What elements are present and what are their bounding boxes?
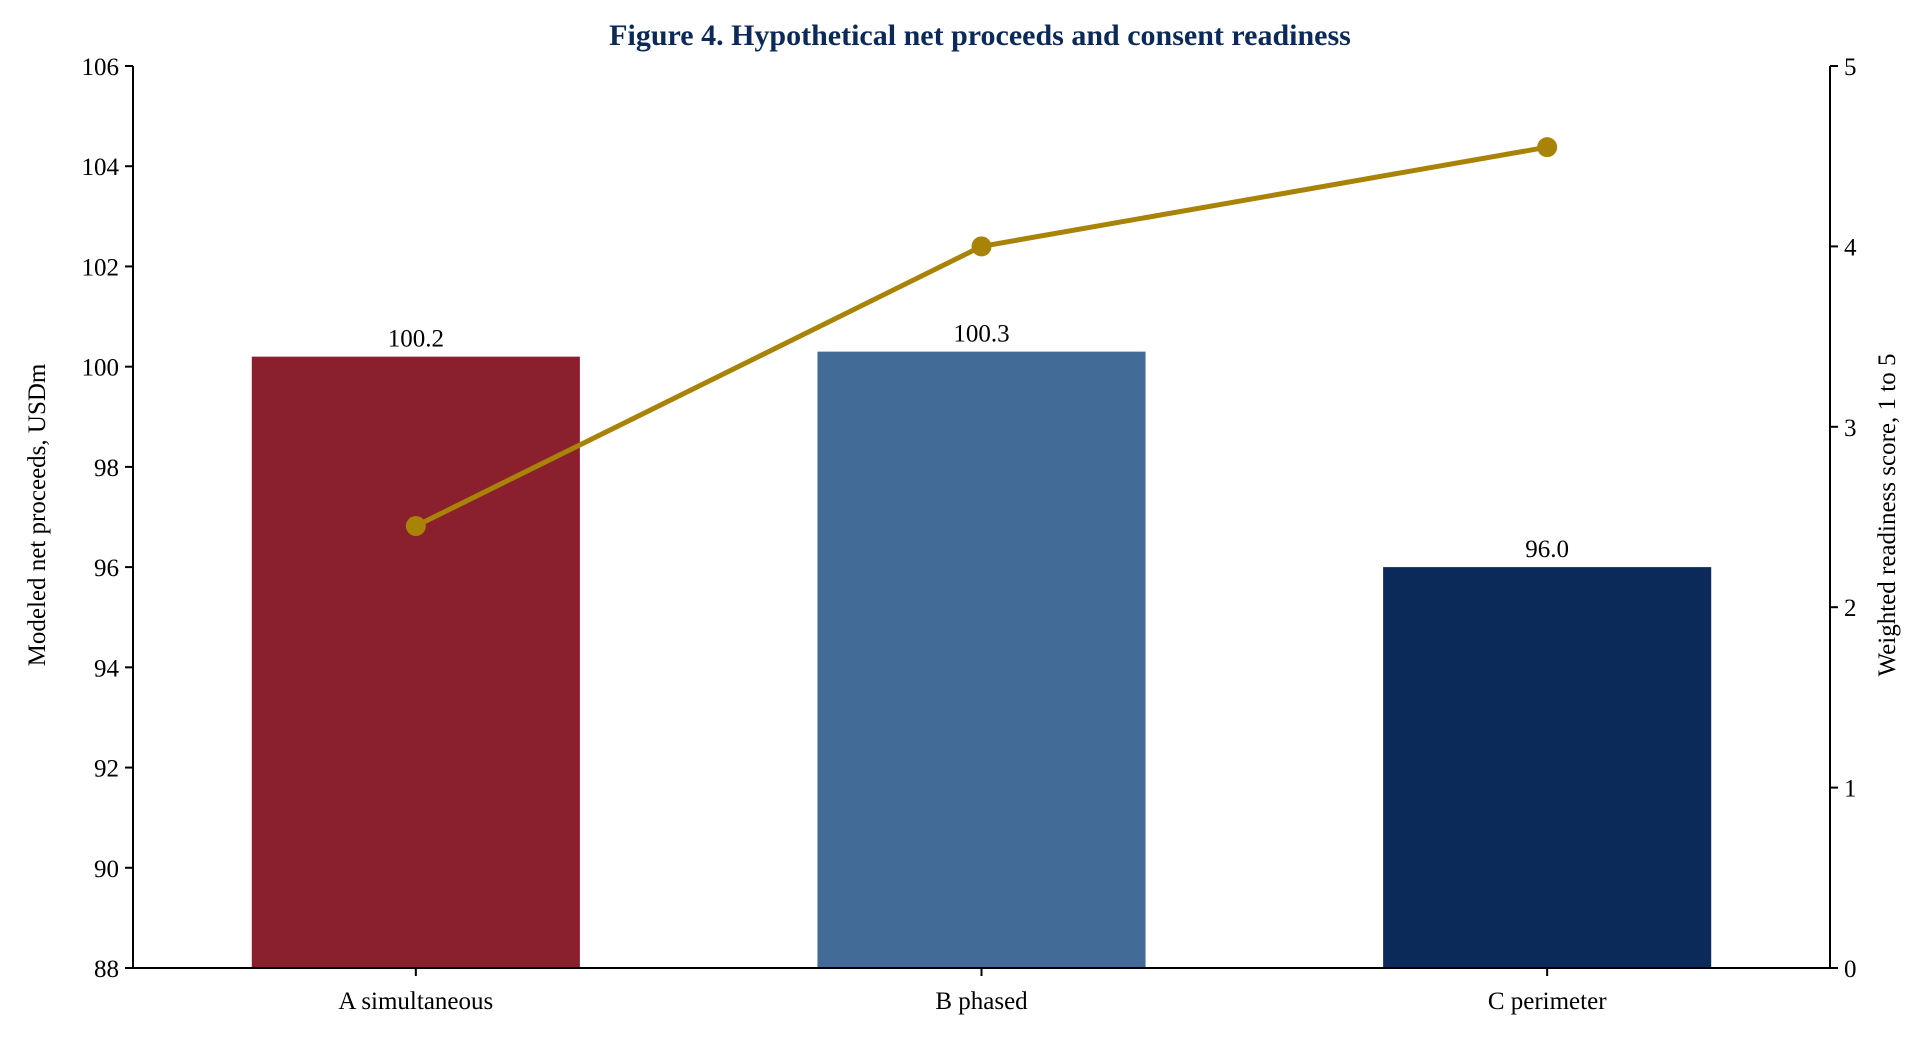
y-left-tick-label: 98 bbox=[94, 455, 119, 482]
y-left-tick-label: 96 bbox=[94, 555, 119, 582]
axes-layer: 88 90 92 94 96 98 100 102 104 106 0 1 2 3 4 5 A simultan… bbox=[82, 54, 1858, 1015]
readiness-point-1 bbox=[405, 516, 426, 537]
x-tick-label: C perimeter bbox=[1488, 988, 1607, 1015]
y-left-tick-label: 88 bbox=[94, 956, 119, 983]
y-right-tick-label: 1 bbox=[1844, 776, 1857, 803]
y-right-tick-label: 2 bbox=[1844, 595, 1857, 622]
y-left-tick-label: 94 bbox=[94, 655, 120, 682]
y-left-tick-label: 102 bbox=[82, 254, 120, 281]
y-left-tick-label: 104 bbox=[82, 154, 120, 181]
y-left-tick-label: 100 bbox=[82, 355, 120, 382]
y-right-tick-label: 5 bbox=[1844, 54, 1857, 81]
y-left-tick-label: 106 bbox=[82, 54, 120, 81]
y-right-tick-label: 0 bbox=[1844, 956, 1857, 983]
bar-value-label-2: 100.3 bbox=[953, 321, 1009, 348]
y-left-tick-label: 90 bbox=[94, 856, 119, 883]
line-layer bbox=[405, 137, 1558, 537]
bar-value-label-3: 96.0 bbox=[1525, 536, 1569, 563]
y-right-axis-title: Weighted readiness score, 1 to 5 bbox=[1874, 354, 1901, 677]
x-tick-label: A simultaneous bbox=[338, 988, 493, 1015]
bar-value-label-1: 100.2 bbox=[388, 326, 444, 353]
y-right-tick-label: 3 bbox=[1844, 415, 1857, 442]
y-left-axis-title: Modeled net proceeds, USDm bbox=[24, 363, 51, 666]
bars-layer: 100.2 100.3 96.0 bbox=[251, 321, 1712, 969]
y-right-tick-label: 4 bbox=[1844, 234, 1857, 261]
bar-3 bbox=[1383, 567, 1712, 968]
y-left-tick-label: 92 bbox=[94, 756, 119, 783]
readiness-point-2 bbox=[971, 236, 992, 257]
bar-1 bbox=[251, 356, 580, 969]
chart-title: Figure 4. Hypothetical net proceeds and … bbox=[609, 19, 1351, 52]
readiness-point-3 bbox=[1537, 137, 1558, 158]
x-tick-label: B phased bbox=[935, 988, 1028, 1015]
bar-2 bbox=[817, 351, 1146, 969]
